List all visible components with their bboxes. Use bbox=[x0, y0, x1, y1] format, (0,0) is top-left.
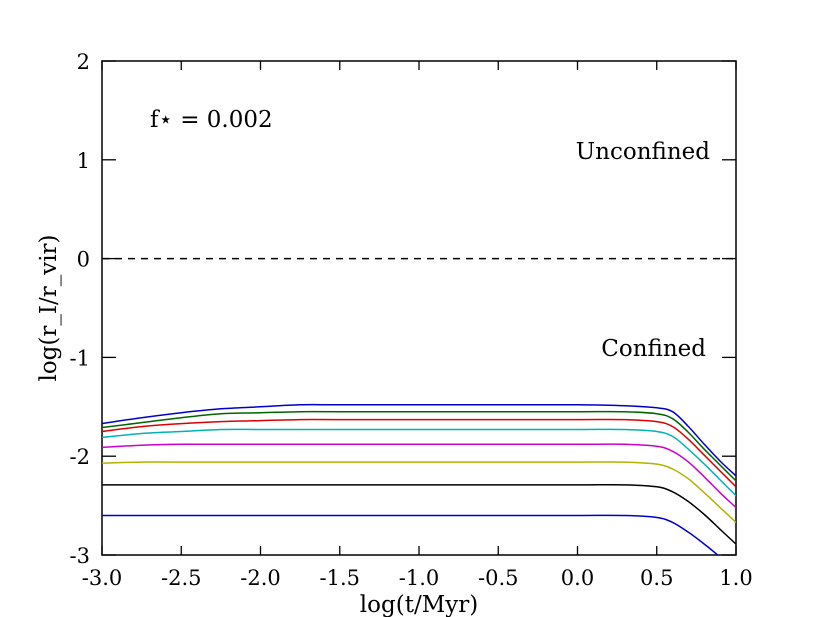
series-group bbox=[102, 403, 736, 555]
series-line-4 bbox=[102, 428, 736, 497]
series-line-7 bbox=[102, 483, 736, 545]
series-line-1 bbox=[102, 403, 736, 477]
y-tick-label: 0 bbox=[77, 248, 90, 272]
y-tick-label: -3 bbox=[70, 544, 90, 568]
x-tick-label: -0.5 bbox=[478, 566, 519, 590]
series-line-6 bbox=[102, 461, 736, 523]
series-line-3 bbox=[102, 418, 736, 488]
y-tick-label: -2 bbox=[70, 445, 90, 469]
tick-labels: -3.0 -2.5 -2.0 -1.5 -1.0 -0.5 0.0 0.5 1.0 -3 -2 -1 0… bbox=[70, 50, 753, 590]
annotation-confined: Confined bbox=[601, 336, 706, 362]
y-tick-label: 2 bbox=[77, 50, 90, 74]
series-line-5 bbox=[102, 443, 736, 509]
y-tick-label: -1 bbox=[70, 346, 90, 370]
y-axis-title: log(r_I/r_vir) bbox=[36, 234, 62, 381]
x-tick-label: 0.5 bbox=[640, 566, 673, 590]
annotation-unconfined: Unconfined bbox=[576, 139, 711, 165]
x-tick-label: -3.0 bbox=[82, 566, 123, 590]
x-axis-title: log(t/Myr) bbox=[360, 592, 478, 617]
plot-frame bbox=[101, 60, 737, 556]
x-tick-label: 0.0 bbox=[561, 566, 594, 590]
x-tick-label: -1.0 bbox=[399, 566, 440, 590]
x-tick-label: 1.0 bbox=[719, 566, 752, 590]
x-tick-label: -2.0 bbox=[240, 566, 281, 590]
series-line-8 bbox=[102, 514, 719, 555]
x-tick-label: -2.5 bbox=[161, 566, 202, 590]
x-tick-label: -1.5 bbox=[320, 566, 361, 590]
y-tick-label: 1 bbox=[77, 149, 90, 173]
annotation-fstar: f⋆ = 0.002 bbox=[150, 107, 273, 133]
axis-ticks bbox=[101, 60, 737, 556]
series-line-2 bbox=[102, 410, 736, 482]
